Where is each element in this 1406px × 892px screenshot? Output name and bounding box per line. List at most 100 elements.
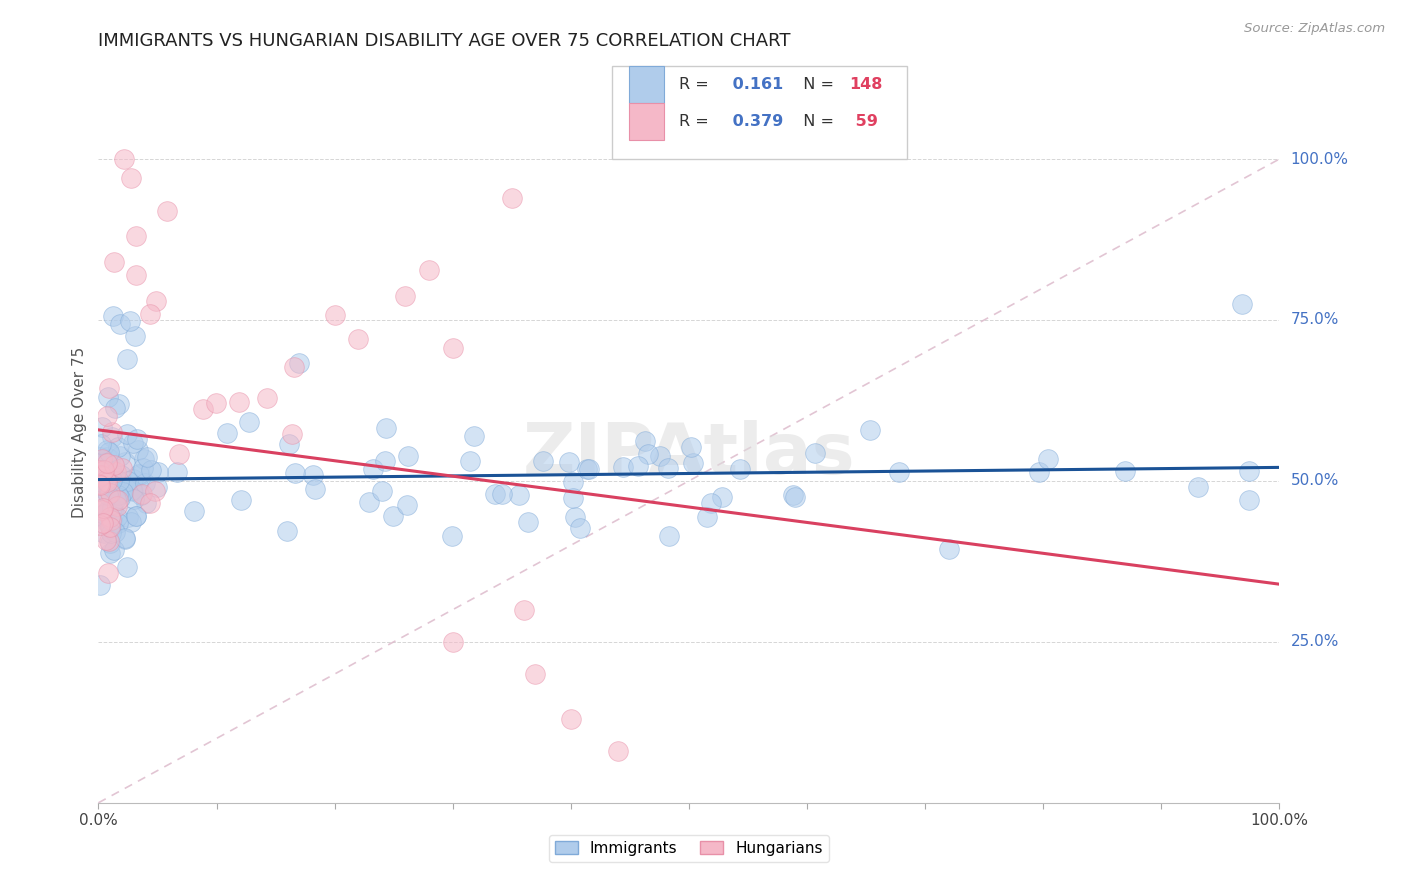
Point [561, 491, 583, 505]
Point [100, 462, 122, 476]
Point [110, 461, 132, 475]
Point [117, 474, 139, 488]
Point [117, 560, 139, 574]
Point [458, 454, 481, 468]
Y-axis label: Disability Age Over 75: Disability Age Over 75 [72, 347, 87, 518]
Point [91, 469, 114, 483]
Point [127, 432, 149, 446]
Text: N =: N = [793, 77, 839, 92]
Point [110, 487, 132, 501]
Point [143, 484, 166, 499]
Point [238, 415, 260, 429]
Point [91, 452, 114, 467]
Point [136, 450, 159, 465]
Point [96, 484, 118, 499]
Point [374, 421, 396, 435]
Point [96, 533, 118, 547]
Point [89, 478, 111, 492]
Point [627, 458, 650, 473]
Text: R =: R = [679, 77, 714, 92]
Point [134, 476, 156, 491]
Point [132, 460, 155, 475]
Point [90, 468, 112, 483]
Point [859, 423, 882, 437]
Point [139, 463, 162, 477]
Point [114, 455, 136, 469]
Point [394, 289, 416, 303]
Text: 0.161: 0.161 [727, 77, 783, 92]
Point [278, 437, 301, 451]
Point [122, 491, 145, 506]
Point [96, 504, 118, 518]
Point [524, 667, 547, 681]
Text: Source: ZipAtlas.com: Source: ZipAtlas.com [1244, 22, 1385, 36]
Point [578, 462, 600, 476]
Text: 100.0%: 100.0% [1291, 152, 1348, 167]
Point [256, 391, 278, 405]
Point [304, 482, 326, 496]
Point [97, 390, 120, 404]
Point [118, 314, 141, 328]
Text: ZIPAtlas: ZIPAtlas [523, 420, 855, 490]
Point [100, 526, 122, 541]
Point [135, 496, 157, 510]
Point [87, 462, 110, 476]
Point [98, 546, 121, 560]
Point [93, 525, 115, 540]
Text: 25.0%: 25.0% [1291, 634, 1339, 649]
Point [1239, 492, 1261, 507]
Point [363, 462, 385, 476]
Point [107, 510, 129, 524]
Point [107, 516, 129, 531]
Point [107, 487, 129, 501]
Point [696, 509, 718, 524]
Point [101, 469, 124, 483]
Point [89, 577, 111, 591]
Point [146, 480, 169, 494]
Point [93, 507, 115, 521]
Point [228, 395, 250, 409]
Point [100, 521, 122, 535]
Point [101, 473, 124, 487]
Point [145, 293, 167, 308]
Point [569, 521, 592, 535]
Point [634, 434, 657, 448]
Point [96, 450, 118, 465]
Point [441, 342, 464, 356]
Point [100, 425, 122, 440]
Point [191, 402, 214, 417]
Point [97, 381, 120, 395]
Point [101, 475, 124, 489]
Point [783, 491, 806, 505]
Point [132, 451, 155, 466]
Point [564, 510, 586, 524]
Point [114, 531, 136, 545]
Point [357, 495, 380, 509]
Point [115, 427, 138, 442]
Point [96, 409, 118, 423]
Point [96, 515, 118, 529]
Point [284, 466, 307, 480]
Point [100, 513, 122, 527]
Point [128, 467, 150, 482]
Point [139, 306, 162, 320]
Point [91, 516, 114, 530]
Point [231, 492, 253, 507]
Point [115, 352, 138, 367]
Point [128, 467, 150, 482]
Point [90, 458, 112, 472]
Point [112, 485, 135, 500]
Point [1187, 480, 1209, 494]
Point [1036, 452, 1059, 467]
FancyBboxPatch shape [628, 103, 664, 140]
Point [103, 458, 125, 473]
Text: IMMIGRANTS VS HUNGARIAN DISABILITY AGE OVER 75 CORRELATION CHART: IMMIGRANTS VS HUNGARIAN DISABILITY AGE O… [98, 32, 792, 50]
Point [323, 309, 346, 323]
Point [215, 426, 238, 441]
Point [281, 426, 304, 441]
FancyBboxPatch shape [612, 66, 907, 159]
Point [121, 483, 143, 497]
Point [94, 468, 117, 483]
Point [560, 712, 582, 726]
Point [156, 203, 179, 218]
